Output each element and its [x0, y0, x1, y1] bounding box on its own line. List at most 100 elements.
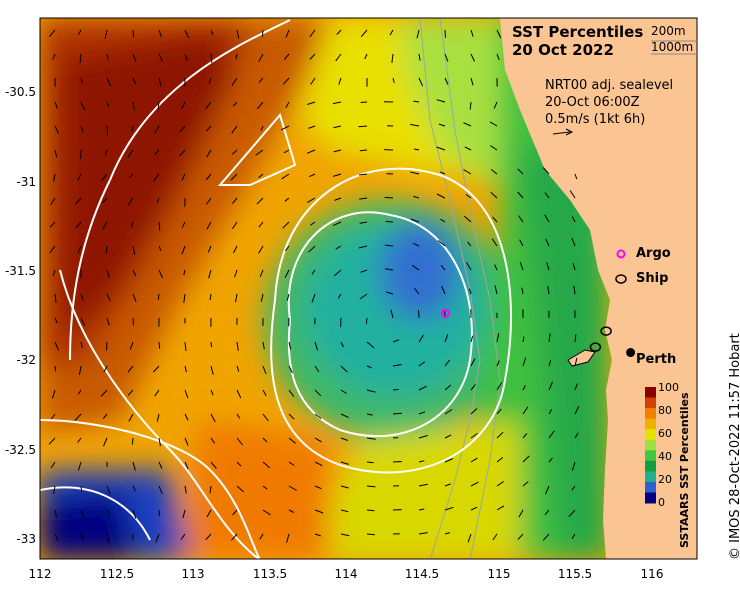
colorbar-segment	[645, 450, 656, 462]
current-vector	[436, 146, 446, 151]
current-vector	[418, 460, 425, 463]
current-vector	[444, 29, 446, 38]
current-vector	[181, 221, 186, 228]
current-vector	[337, 293, 342, 299]
current-vector	[308, 245, 316, 253]
current-vector	[260, 293, 264, 302]
current-vector	[258, 77, 264, 83]
current-vector	[392, 412, 403, 415]
current-vector	[183, 293, 186, 303]
current-vector	[493, 101, 498, 109]
current-vector	[132, 53, 137, 62]
current-vector	[492, 216, 498, 223]
colorbar-tick: 80	[658, 404, 672, 417]
scale-label: 0.5m/s (1kt 6h)	[545, 112, 646, 127]
current-vector	[547, 285, 550, 295]
current-vector	[436, 193, 446, 199]
current-vector	[157, 101, 160, 110]
current-vector	[439, 171, 446, 175]
current-vector	[236, 365, 240, 372]
current-vector	[332, 221, 342, 227]
current-vector	[106, 125, 108, 136]
lon-tick: 116	[640, 567, 664, 581]
current-vector	[158, 53, 163, 62]
current-vector	[129, 341, 134, 350]
current-vector	[210, 389, 214, 396]
current-vector	[184, 389, 189, 399]
current-vector	[521, 287, 524, 295]
current-vector	[311, 269, 316, 275]
current-vector	[80, 341, 83, 349]
current-vector	[184, 461, 189, 470]
current-vector	[470, 408, 478, 415]
current-vector	[259, 269, 264, 277]
current-vector	[54, 149, 58, 158]
current-vector	[517, 533, 524, 540]
current-vector	[256, 101, 264, 110]
current-vector	[181, 101, 186, 110]
current-vector	[314, 341, 319, 351]
current-vector	[544, 509, 550, 516]
current-vector	[156, 413, 160, 422]
current-vector	[366, 389, 376, 393]
colorbar-title: SSTAARS SST Percentiles	[678, 392, 691, 549]
current-vector	[358, 173, 368, 176]
current-vector	[48, 437, 56, 445]
current-vector	[309, 29, 316, 37]
current-vector	[106, 341, 108, 351]
current-vector	[80, 317, 86, 327]
current-vector	[522, 336, 525, 343]
current-vector	[103, 365, 108, 373]
current-vector	[545, 238, 550, 247]
colorbar-segment	[645, 397, 656, 409]
current-vector	[262, 461, 271, 469]
current-vector	[522, 406, 529, 415]
rottnest-island	[567, 349, 596, 367]
current-vector	[131, 437, 134, 445]
current-vector	[544, 192, 550, 199]
current-vector	[129, 173, 134, 179]
current-vector	[233, 245, 238, 254]
current-vector	[333, 125, 342, 129]
current-vector	[359, 197, 368, 200]
current-vector	[470, 358, 476, 367]
current-vector	[463, 215, 472, 223]
current-vector	[80, 149, 82, 159]
current-vector	[50, 461, 56, 469]
current-vector	[548, 381, 553, 391]
current-vector	[282, 221, 290, 229]
current-vector	[285, 29, 290, 38]
current-vector	[335, 245, 342, 250]
current-vector	[366, 461, 374, 464]
current-vector	[463, 122, 472, 127]
map-frame	[39, 17, 698, 560]
current-vector	[470, 506, 478, 511]
current-vector	[332, 101, 342, 105]
current-vector	[333, 269, 342, 277]
current-vector	[205, 173, 212, 181]
current-vector	[53, 485, 56, 495]
map-title: SST Percentiles	[512, 23, 644, 41]
colorbar-segment	[645, 408, 656, 420]
current-vector	[255, 149, 264, 156]
current-vector	[232, 197, 238, 204]
current-vector	[574, 173, 578, 180]
current-vector	[496, 457, 504, 463]
current-vector	[413, 195, 420, 199]
current-vector	[418, 411, 426, 415]
current-vector	[519, 239, 524, 247]
scale-arrow	[552, 128, 574, 136]
current-vector	[52, 269, 56, 277]
current-vector	[496, 29, 502, 39]
current-vector	[258, 173, 264, 179]
current-vector	[466, 261, 472, 271]
current-vector	[444, 434, 452, 439]
current-vector	[158, 461, 163, 469]
current-vector	[106, 269, 110, 278]
current-vector	[258, 245, 264, 254]
current-vector	[418, 532, 428, 535]
current-vector	[77, 461, 82, 471]
current-vector	[104, 149, 108, 156]
time-label: 20-Oct 06:00Z	[545, 95, 640, 110]
current-vector	[571, 216, 576, 223]
